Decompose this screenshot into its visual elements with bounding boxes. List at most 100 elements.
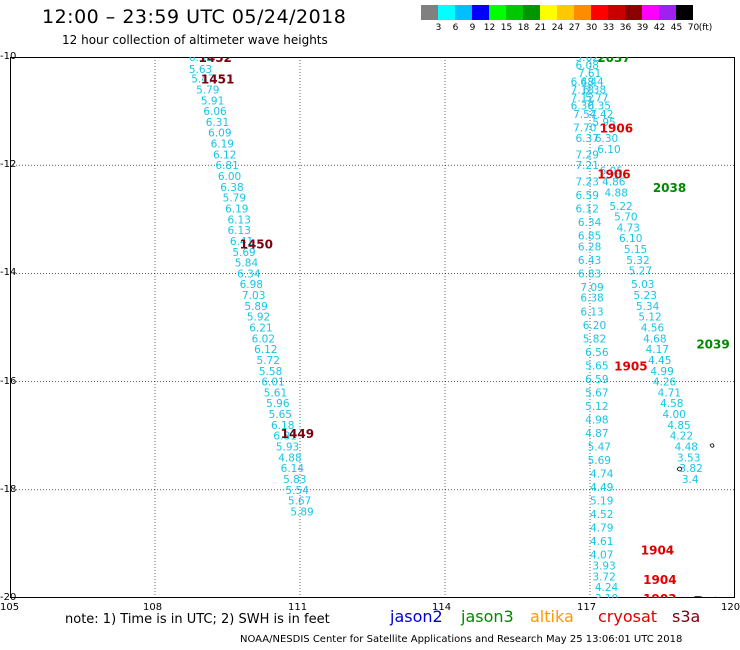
wave-height-value: 5.19: [590, 496, 613, 508]
wave-height-value: 5.27: [629, 266, 652, 278]
wave-height-value: 6.13: [580, 306, 603, 318]
wave-height-value: 7.61: [578, 68, 601, 80]
wave-height-value: 5.67: [288, 496, 311, 508]
legend-tick-label: 12: [483, 23, 496, 33]
wave-height-value: 5.12: [638, 312, 661, 324]
legend-swatch: [557, 5, 574, 20]
wave-height-value: 6.35: [588, 101, 611, 113]
lon-tick-label: 111: [288, 602, 308, 613]
wave-height-value: 4.61: [590, 536, 613, 548]
wave-height-value: 7.23: [576, 176, 599, 188]
wave-height-value: 4.52: [590, 509, 613, 521]
wave-height-value: 4.74: [590, 469, 614, 481]
wave-height-value: 5.69: [588, 455, 611, 467]
orbit-pass-label: 2037: [597, 57, 630, 65]
wave-height-value: 4.22: [670, 431, 693, 443]
wave-height-value: 5.93: [276, 442, 299, 454]
wave-height-value: 6.19: [211, 139, 234, 151]
wave-height-value: 6.02: [252, 333, 275, 345]
wave-height-value: 5.22: [609, 201, 632, 213]
wave-height-value: 6.31: [189, 57, 212, 64]
wave-height-value: 5.63: [189, 64, 212, 76]
wave-height-value: 5.89: [290, 506, 313, 518]
wave-height-value: 6.21: [249, 323, 272, 335]
wave-height-map: 6.315.635.475.795.916.066.316.096.196.12…: [10, 57, 735, 598]
wave-height-value: 6.98: [240, 279, 263, 291]
map-subtitle: 12 hour collection of altimeter wave hei…: [62, 33, 328, 47]
lat-tick-label: -12: [0, 159, 17, 170]
wave-height-value: 6.30: [595, 133, 618, 145]
wave-height-value: 6.44: [580, 76, 604, 88]
units-note: note: 1) Time is in UTC; 2) SWH is in fe…: [65, 612, 330, 627]
wave-height-value: 5.47: [588, 442, 611, 454]
wave-height-value: 7.29: [576, 149, 599, 161]
legend-swatch: [455, 5, 472, 20]
wave-height-value: 3.10: [595, 593, 618, 598]
satellite-altika-label: altika: [530, 607, 574, 626]
wave-height-value: 5.89: [244, 301, 267, 313]
wave-height-value: 5.58: [259, 366, 282, 378]
wave-height-value: 6.14: [281, 463, 305, 475]
legend-swatch: [642, 5, 659, 20]
lon-tick-label: 120: [721, 602, 740, 613]
wave-height-value: 5.79: [223, 193, 246, 205]
legend-swatch: [523, 5, 540, 20]
orbit-pass-label: 2039: [696, 338, 729, 352]
wave-height-value: 4.85: [667, 420, 690, 432]
wave-height-value: 6.38: [580, 293, 603, 305]
map-title: 12:00 – 23:59 UTC 05/24/2018: [42, 6, 347, 28]
wave-height-value: 6.20: [583, 320, 606, 332]
wave-height-value: 6.01: [261, 377, 284, 389]
orbit-pass-label: 2038: [653, 181, 686, 195]
legend-tick-label: 70: [687, 23, 700, 33]
wave-height-value: 4.88: [605, 187, 628, 199]
wave-height-value: 6.34: [237, 268, 261, 280]
wave-height-value: 7.18: [571, 84, 594, 96]
wave-height-value: 5.65: [585, 360, 608, 372]
wave-height-value: 6.05: [600, 166, 623, 178]
legend-tick-label: 42: [653, 23, 666, 33]
wave-height-value: 4.98: [585, 414, 608, 426]
orbit-pass-label: 1450: [240, 238, 273, 252]
coastline: [676, 466, 683, 472]
wave-height-value: 7.54: [573, 109, 597, 121]
wave-height-value: 4.17: [646, 344, 669, 356]
wave-height-value: 7.70: [573, 122, 596, 134]
wave-height-value: 4.88: [278, 452, 301, 464]
wave-height-value: 6.43: [578, 255, 601, 267]
wave-height-value: 3.93: [592, 561, 615, 573]
wave-height-value: 6.10: [597, 144, 620, 156]
wave-height-value: 4.00: [663, 409, 686, 421]
legend-swatch: [574, 5, 591, 20]
wave-height-value: 5.65: [269, 409, 292, 421]
wave-height-value: 6.12: [576, 203, 599, 215]
lon-tick-label: 105: [0, 602, 20, 613]
wave-height-value: 5.61: [264, 387, 287, 399]
satellite-jason2-label: jason2: [390, 607, 443, 626]
legend-swatch: [472, 5, 489, 20]
wave-height-value: 6.38: [583, 84, 606, 96]
wave-height-value: 4.71: [658, 387, 681, 399]
wave-height-value: 5.03: [631, 279, 654, 291]
legend-tick-label: 39: [636, 23, 649, 33]
wave-height-value: 5.82: [583, 333, 606, 345]
wave-height-value: 6.59: [585, 374, 608, 386]
lon-tick-label: 114: [432, 602, 452, 613]
legend-tick-label: (ft): [698, 23, 713, 33]
wave-height-value: 4.86: [602, 176, 626, 188]
wave-height-value: 6.00: [218, 171, 241, 183]
legend-swatch: [540, 5, 557, 20]
wave-height-value: 3.53: [677, 452, 700, 464]
legend-swatch: [676, 5, 693, 20]
legend-tick-label: 33: [602, 23, 615, 33]
legend-tick-label: 30: [585, 23, 598, 33]
legend-tick-label: 27: [568, 23, 581, 33]
legend-tick-label: 24: [551, 23, 564, 33]
wave-height-value: 4.24: [595, 582, 619, 594]
wave-height-value: 5.23: [634, 290, 657, 302]
orbit-pass-label: 1452: [199, 57, 232, 65]
legend-tick-label: 18: [517, 23, 530, 33]
wave-height-value: 4.07: [590, 550, 613, 562]
wave-height-value: 4.58: [660, 398, 683, 410]
wave-height-value: 5.69: [232, 247, 255, 259]
